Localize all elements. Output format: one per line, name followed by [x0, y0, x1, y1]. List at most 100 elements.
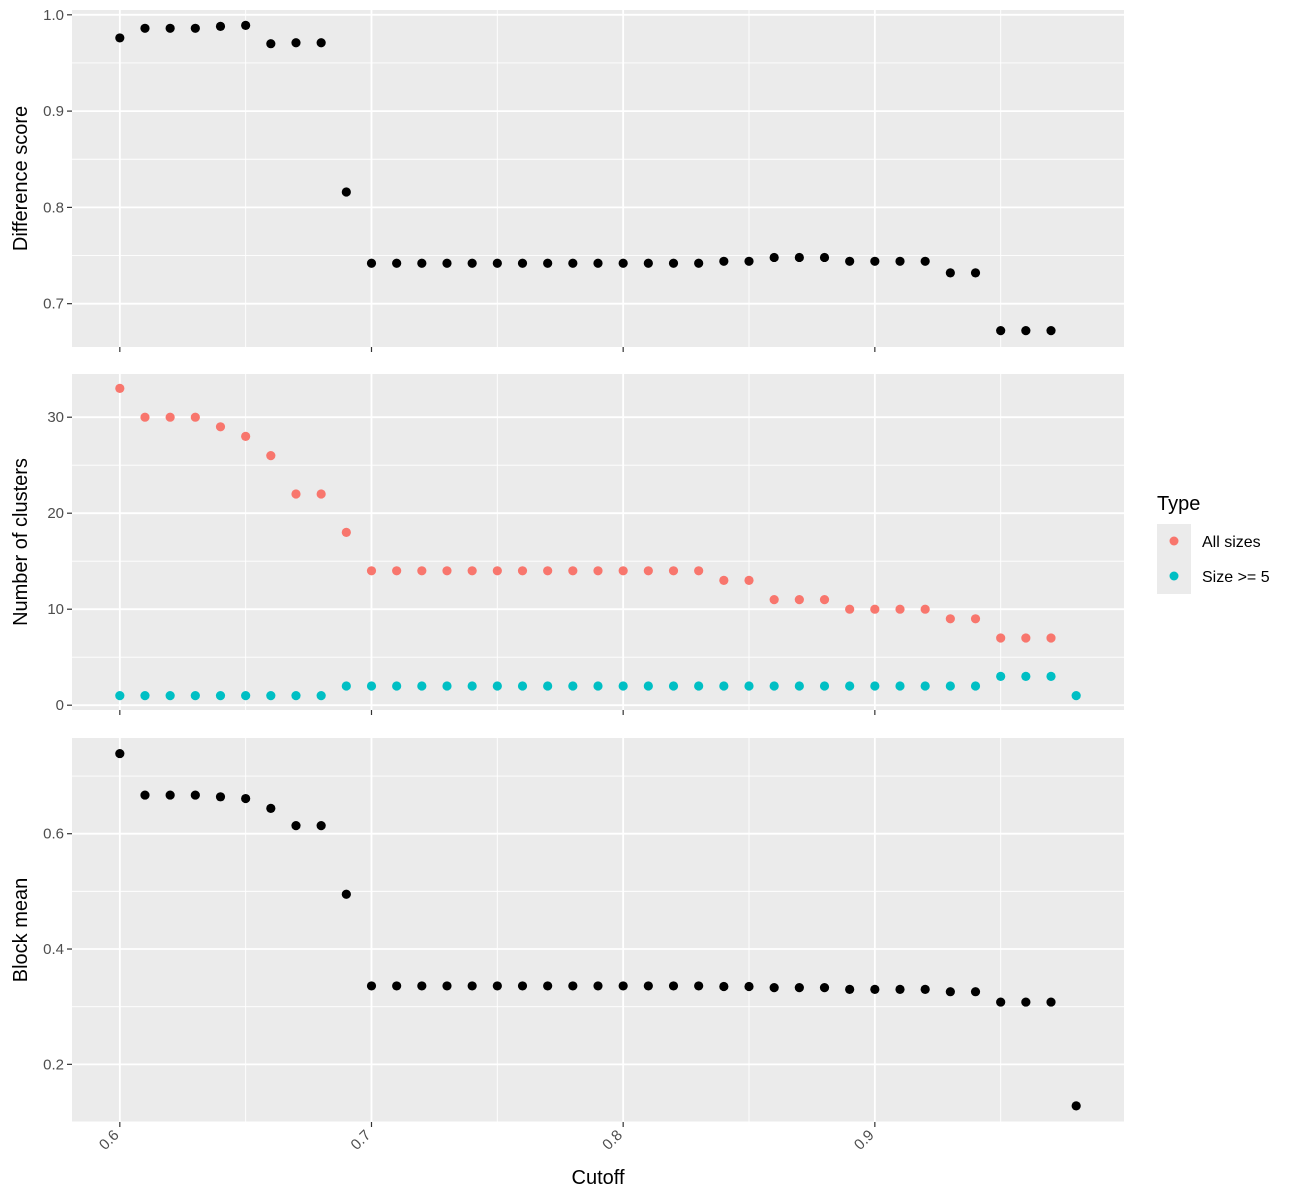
data-point — [115, 748, 125, 759]
data-point — [970, 614, 981, 624]
data-point — [442, 566, 452, 576]
data-point — [845, 984, 855, 994]
data-point — [568, 258, 578, 268]
data-point — [417, 566, 427, 576]
data-point — [190, 790, 200, 800]
y-tick-label: 0.8 — [43, 199, 64, 216]
data-point — [618, 258, 628, 268]
data-point — [115, 33, 125, 43]
data-point — [694, 981, 704, 991]
data-point — [819, 595, 830, 605]
y-tick-label: 20 — [47, 505, 64, 522]
data-point — [392, 258, 402, 268]
data-point — [366, 681, 377, 691]
panel-number-of-clusters: 0 10 20 30 Number of clusters — [10, 374, 1124, 715]
data-point — [643, 681, 653, 691]
data-point — [819, 681, 830, 691]
data-point — [316, 691, 326, 701]
data-point — [140, 412, 150, 422]
data-point — [769, 595, 779, 605]
data-point — [266, 39, 276, 49]
data-point — [190, 691, 200, 701]
data-point — [366, 258, 377, 268]
legend-title: Type — [1157, 493, 1200, 515]
data-point — [316, 821, 326, 831]
data-point — [769, 252, 779, 263]
legend-label-size-ge-5: Size >= 5 — [1202, 569, 1270, 586]
data-point — [996, 633, 1006, 643]
data-point — [1046, 326, 1056, 336]
y-tick-label: 0.9 — [43, 103, 64, 120]
data-point — [140, 790, 150, 800]
y-axis-title: Number of clusters — [10, 458, 32, 626]
data-point — [543, 566, 553, 576]
y-tick-label: 0.4 — [43, 941, 64, 958]
data-point — [895, 681, 905, 691]
legend-key-size-ge-5 — [1169, 571, 1179, 581]
data-point — [266, 803, 276, 813]
data-point — [115, 383, 125, 393]
data-point — [467, 566, 477, 576]
data-point — [115, 691, 125, 701]
data-point — [895, 984, 905, 994]
data-point — [744, 681, 754, 691]
data-point — [517, 258, 528, 268]
panel-difference-score: 0.7 0.8 0.9 1.0 Difference score — [10, 7, 1124, 352]
y-tick-label: 0.6 — [43, 826, 64, 843]
x-tick-label: 0.8 — [599, 1127, 626, 1154]
legend-label-all-sizes: All sizes — [1202, 534, 1261, 551]
data-point — [366, 566, 377, 576]
data-point — [643, 981, 653, 991]
data-point — [895, 256, 905, 266]
data-point — [215, 792, 226, 802]
data-point — [719, 681, 729, 691]
legend: Type All sizes Size >= 5 — [1157, 493, 1270, 594]
data-point — [190, 412, 200, 422]
data-point — [643, 566, 653, 576]
data-point — [945, 268, 955, 278]
data-point — [215, 21, 226, 31]
data-point — [291, 691, 301, 701]
data-point — [316, 38, 326, 48]
data-point — [618, 681, 628, 691]
data-point — [492, 981, 502, 991]
data-point — [618, 566, 628, 576]
data-point — [870, 604, 880, 614]
data-point — [618, 981, 628, 991]
y-tick-label: 0.7 — [43, 296, 64, 313]
data-point — [945, 681, 955, 691]
data-point — [543, 981, 553, 991]
plot-background — [72, 374, 1124, 710]
legend-key-background — [1157, 524, 1191, 594]
data-point — [341, 681, 351, 691]
data-point — [291, 821, 301, 831]
data-point — [165, 412, 175, 422]
data-point — [1046, 671, 1056, 682]
data-point — [744, 575, 754, 586]
data-point — [870, 256, 880, 266]
data-point — [845, 256, 855, 266]
data-point — [668, 258, 679, 268]
data-point — [392, 681, 402, 691]
data-point — [1021, 633, 1031, 643]
data-point — [517, 981, 528, 991]
data-point — [291, 38, 301, 48]
data-point — [291, 489, 301, 499]
data-point — [970, 987, 981, 997]
data-point — [517, 566, 528, 576]
data-point — [694, 258, 704, 268]
data-point — [719, 981, 729, 992]
data-point — [719, 575, 729, 586]
y-tick-label: 0.2 — [43, 1056, 64, 1073]
data-point — [996, 326, 1006, 336]
data-point — [165, 23, 175, 33]
data-point — [442, 258, 452, 268]
x-tick-label: 0.6 — [96, 1127, 123, 1154]
data-point — [870, 681, 880, 691]
data-point — [442, 681, 452, 691]
data-point — [593, 258, 603, 268]
data-point — [366, 981, 377, 991]
data-point — [266, 451, 276, 461]
data-point — [492, 258, 502, 268]
